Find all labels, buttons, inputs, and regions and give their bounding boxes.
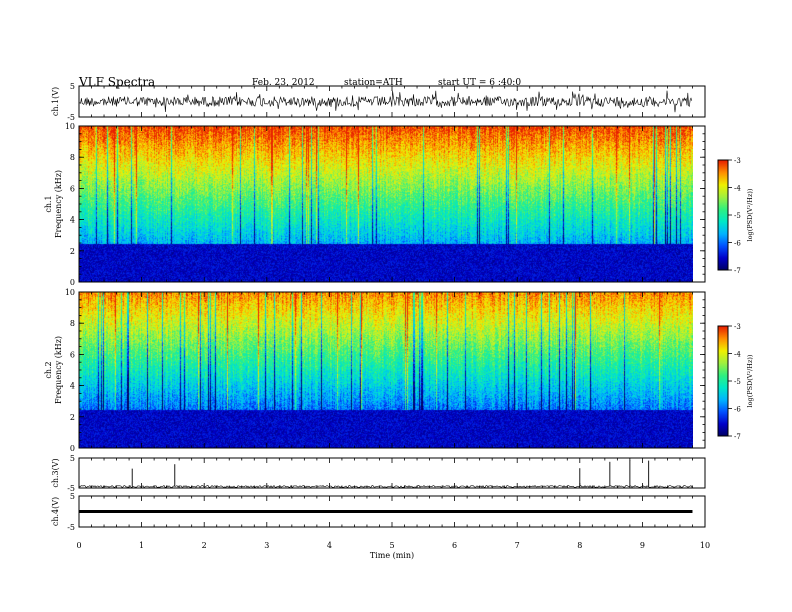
ch1-spectrogram bbox=[79, 126, 693, 282]
y-axis-label: ch.4(V) bbox=[51, 497, 60, 526]
x-tick-label: 6 bbox=[452, 541, 457, 550]
x-tick-label: 7 bbox=[515, 541, 520, 550]
colorbar-label-text: log(PSD(V²/Hz)) bbox=[746, 354, 754, 407]
x-axis-label: Time (min) bbox=[370, 551, 414, 560]
y-tick-label: 6 bbox=[70, 184, 75, 193]
x-tick-label: 9 bbox=[640, 541, 645, 550]
y-tick-label: 0 bbox=[70, 278, 75, 287]
y-axis-label: ch.1(V) bbox=[51, 87, 60, 116]
ch1-colorbar bbox=[718, 160, 728, 270]
colorbar-tick-label: -3 bbox=[734, 157, 741, 165]
y-axis-label-text: ch.4(V) bbox=[51, 497, 60, 526]
x-tick-label: 10 bbox=[700, 541, 710, 550]
y-tick-label: -5 bbox=[67, 523, 75, 532]
y-tick-label: 2 bbox=[70, 247, 75, 256]
colorbar-tick-label: -7 bbox=[734, 433, 741, 441]
y-tick-label: -5 bbox=[67, 484, 75, 493]
y-tick-label: 4 bbox=[70, 216, 75, 225]
colorbar-tick-label: -5 bbox=[734, 378, 741, 386]
colorbar-tick-label: -3 bbox=[734, 323, 741, 331]
panel-frame-1 bbox=[78, 125, 706, 283]
y-tick-label: 5 bbox=[70, 454, 75, 463]
colorbar-tick-label: -6 bbox=[734, 406, 741, 414]
x-tick-label: 8 bbox=[577, 541, 582, 550]
colorbar-tick-label: -4 bbox=[734, 185, 741, 193]
y-axis-label-text: ch.3(V) bbox=[51, 458, 60, 487]
colorbar-tick-label: -4 bbox=[734, 351, 741, 359]
y-tick-label: 2 bbox=[70, 413, 75, 422]
start-time-label: start UT = 6 :40:0 bbox=[438, 78, 522, 88]
y-tick-label: 5 bbox=[70, 82, 75, 91]
ch1-trace bbox=[78, 90, 693, 113]
colorbar-label: log(PSD(V²/Hz)) bbox=[746, 354, 754, 407]
y-axis-label-line1: ch.1 bbox=[44, 195, 53, 212]
y-axis-label: ch.2 Frequency (kHz) bbox=[44, 336, 63, 404]
colorbar-tick-label: -7 bbox=[734, 267, 741, 275]
colorbar-tick-label: -5 bbox=[734, 212, 741, 220]
y-tick-label: -5 bbox=[67, 113, 75, 122]
y-axis-label: ch.3(V) bbox=[51, 458, 60, 487]
panel-frame-2 bbox=[78, 291, 706, 449]
x-tick-label: 4 bbox=[327, 541, 332, 550]
y-tick-label: 4 bbox=[70, 382, 75, 391]
y-tick-label: 8 bbox=[70, 319, 75, 328]
colorbar-frame bbox=[717, 325, 729, 437]
ch3-trace bbox=[78, 484, 693, 489]
colorbar-frame bbox=[717, 159, 729, 271]
y-axis-label-line2: Frequency (kHz) bbox=[54, 336, 63, 404]
station-label: station=ATH bbox=[344, 78, 403, 88]
colorbar-tick-label: -6 bbox=[734, 240, 741, 248]
ch2-spectrogram bbox=[79, 292, 693, 448]
y-axis-label-line2: Frequency (kHz) bbox=[54, 170, 63, 238]
y-tick-label: 8 bbox=[70, 153, 75, 162]
y-tick-label: 5 bbox=[70, 492, 75, 501]
date-label: Feb. 23, 2012 bbox=[252, 78, 315, 88]
x-tick-label: 5 bbox=[389, 541, 394, 550]
y-tick-label: 0 bbox=[70, 444, 75, 453]
x-tick-label: 3 bbox=[264, 541, 269, 550]
ch2-colorbar bbox=[718, 326, 728, 436]
x-tick-label: 2 bbox=[202, 541, 207, 550]
y-axis-label-line1: ch.2 bbox=[44, 361, 53, 378]
y-tick-label: 6 bbox=[70, 350, 75, 359]
x-tick-label: 0 bbox=[76, 541, 81, 550]
y-tick-label: 10 bbox=[65, 288, 75, 297]
colorbar-label: log(PSD(V²/Hz)) bbox=[746, 188, 754, 241]
colorbar-label-text: log(PSD(V²/Hz)) bbox=[746, 188, 754, 241]
y-axis-label-text: ch.1(V) bbox=[51, 87, 60, 116]
y-axis-label: ch.1 Frequency (kHz) bbox=[44, 170, 63, 238]
y-tick-label: 10 bbox=[65, 122, 75, 131]
x-tick-label: 1 bbox=[139, 541, 144, 550]
